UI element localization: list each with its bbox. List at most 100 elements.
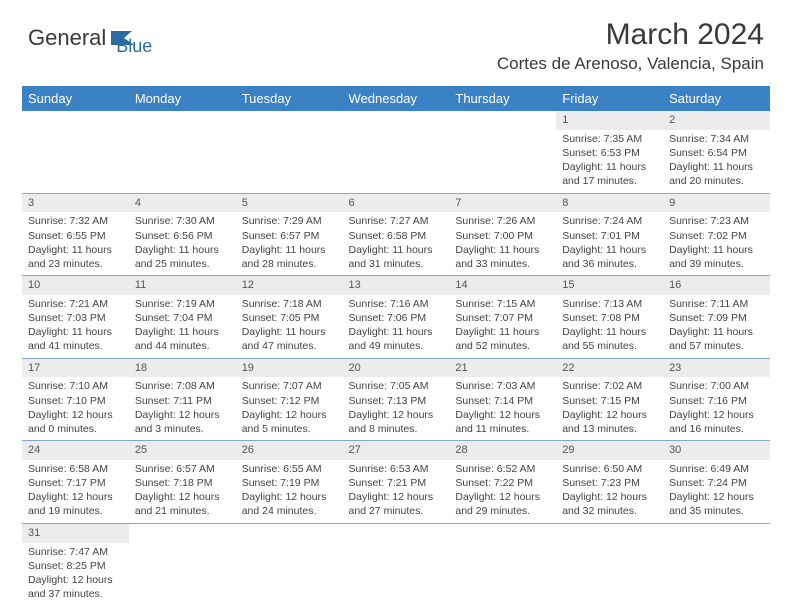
cell-line: Daylight: 11 hours xyxy=(349,325,444,339)
cell-content: Sunrise: 7:27 AMSunset: 6:58 PMDaylight:… xyxy=(343,212,450,275)
cell-line: Sunset: 6:54 PM xyxy=(669,146,764,160)
cell-line: and 13 minutes. xyxy=(562,422,657,436)
cell-line: Sunset: 7:23 PM xyxy=(562,476,657,490)
cell-line: Sunrise: 7:03 AM xyxy=(455,379,550,393)
cell-content: Sunrise: 7:34 AMSunset: 6:54 PMDaylight:… xyxy=(663,130,770,193)
cell-line: Daylight: 12 hours xyxy=(28,573,123,587)
cell-content: Sunrise: 7:13 AMSunset: 7:08 PMDaylight:… xyxy=(556,295,663,358)
cell-line: Sunrise: 7:35 AM xyxy=(562,132,657,146)
cell-line: Daylight: 12 hours xyxy=(455,490,550,504)
calendar-cell: 6Sunrise: 7:27 AMSunset: 6:58 PMDaylight… xyxy=(343,193,450,276)
cell-line: Daylight: 12 hours xyxy=(28,408,123,422)
cell-content: Sunrise: 6:50 AMSunset: 7:23 PMDaylight:… xyxy=(556,460,663,523)
day-number: 25 xyxy=(129,441,236,460)
day-number: 5 xyxy=(236,194,343,213)
cell-line: Sunset: 7:09 PM xyxy=(669,311,764,325)
day-number: 18 xyxy=(129,359,236,378)
cell-line: and 19 minutes. xyxy=(28,504,123,518)
cell-content: Sunrise: 6:53 AMSunset: 7:21 PMDaylight:… xyxy=(343,460,450,523)
day-number: 31 xyxy=(22,524,129,543)
cell-line: Daylight: 11 hours xyxy=(669,243,764,257)
calendar-cell xyxy=(22,111,129,193)
cell-content: Sunrise: 7:11 AMSunset: 7:09 PMDaylight:… xyxy=(663,295,770,358)
cell-line: and 17 minutes. xyxy=(562,174,657,188)
day-number: 29 xyxy=(556,441,663,460)
calendar-cell: 15Sunrise: 7:13 AMSunset: 7:08 PMDayligh… xyxy=(556,276,663,359)
cell-content: Sunrise: 7:15 AMSunset: 7:07 PMDaylight:… xyxy=(449,295,556,358)
day-number: 10 xyxy=(22,276,129,295)
day-number: 11 xyxy=(129,276,236,295)
month-title: March 2024 xyxy=(497,18,764,52)
calendar-cell: 17Sunrise: 7:10 AMSunset: 7:10 PMDayligh… xyxy=(22,358,129,441)
calendar-cell: 27Sunrise: 6:53 AMSunset: 7:21 PMDayligh… xyxy=(343,441,450,524)
day-number: 20 xyxy=(343,359,450,378)
title-block: March 2024 Cortes de Arenoso, Valencia, … xyxy=(497,18,764,74)
calendar-body: 1Sunrise: 7:35 AMSunset: 6:53 PMDaylight… xyxy=(22,111,770,605)
cell-line: Sunrise: 6:55 AM xyxy=(242,462,337,476)
cell-content: Sunrise: 7:07 AMSunset: 7:12 PMDaylight:… xyxy=(236,377,343,440)
cell-content: Sunrise: 7:26 AMSunset: 7:00 PMDaylight:… xyxy=(449,212,556,275)
cell-line: and 29 minutes. xyxy=(455,504,550,518)
calendar-header-row: SundayMondayTuesdayWednesdayThursdayFrid… xyxy=(22,86,770,111)
cell-line: Sunrise: 7:19 AM xyxy=(135,297,230,311)
brand-part2: Blue xyxy=(116,36,152,57)
day-number: 1 xyxy=(556,111,663,130)
calendar-cell: 14Sunrise: 7:15 AMSunset: 7:07 PMDayligh… xyxy=(449,276,556,359)
day-number: 27 xyxy=(343,441,450,460)
cell-line: and 21 minutes. xyxy=(135,504,230,518)
day-number: 3 xyxy=(22,194,129,213)
cell-line: Sunset: 7:21 PM xyxy=(349,476,444,490)
cell-content: Sunrise: 7:00 AMSunset: 7:16 PMDaylight:… xyxy=(663,377,770,440)
cell-line: and 33 minutes. xyxy=(455,257,550,271)
calendar-cell: 22Sunrise: 7:02 AMSunset: 7:15 PMDayligh… xyxy=(556,358,663,441)
calendar-cell: 11Sunrise: 7:19 AMSunset: 7:04 PMDayligh… xyxy=(129,276,236,359)
cell-line: Sunset: 7:02 PM xyxy=(669,229,764,243)
cell-line: Daylight: 12 hours xyxy=(562,490,657,504)
calendar-cell xyxy=(343,523,450,605)
cell-line: Sunrise: 7:11 AM xyxy=(669,297,764,311)
cell-line: Sunrise: 7:08 AM xyxy=(135,379,230,393)
cell-line: and 44 minutes. xyxy=(135,339,230,353)
calendar-cell xyxy=(129,523,236,605)
day-number: 16 xyxy=(663,276,770,295)
calendar-cell: 28Sunrise: 6:52 AMSunset: 7:22 PMDayligh… xyxy=(449,441,556,524)
cell-content: Sunrise: 7:16 AMSunset: 7:06 PMDaylight:… xyxy=(343,295,450,358)
cell-line: and 41 minutes. xyxy=(28,339,123,353)
calendar-cell: 2Sunrise: 7:34 AMSunset: 6:54 PMDaylight… xyxy=(663,111,770,193)
cell-line: Sunrise: 6:57 AM xyxy=(135,462,230,476)
cell-line: and 36 minutes. xyxy=(562,257,657,271)
day-number: 14 xyxy=(449,276,556,295)
calendar-cell: 12Sunrise: 7:18 AMSunset: 7:05 PMDayligh… xyxy=(236,276,343,359)
day-header: Saturday xyxy=(663,86,770,111)
calendar-cell: 16Sunrise: 7:11 AMSunset: 7:09 PMDayligh… xyxy=(663,276,770,359)
day-number: 24 xyxy=(22,441,129,460)
day-number: 21 xyxy=(449,359,556,378)
cell-line: and 3 minutes. xyxy=(135,422,230,436)
cell-line: Daylight: 11 hours xyxy=(135,243,230,257)
cell-line: Sunset: 7:24 PM xyxy=(669,476,764,490)
day-number: 8 xyxy=(556,194,663,213)
day-number: 17 xyxy=(22,359,129,378)
cell-content: Sunrise: 6:58 AMSunset: 7:17 PMDaylight:… xyxy=(22,460,129,523)
cell-line: Daylight: 11 hours xyxy=(669,325,764,339)
cell-line: Daylight: 12 hours xyxy=(28,490,123,504)
cell-line: Sunrise: 6:49 AM xyxy=(669,462,764,476)
cell-line: Daylight: 12 hours xyxy=(135,408,230,422)
cell-line: Sunrise: 7:05 AM xyxy=(349,379,444,393)
cell-line: Daylight: 12 hours xyxy=(242,408,337,422)
cell-content: Sunrise: 7:32 AMSunset: 6:55 PMDaylight:… xyxy=(22,212,129,275)
day-number: 30 xyxy=(663,441,770,460)
calendar-cell: 7Sunrise: 7:26 AMSunset: 7:00 PMDaylight… xyxy=(449,193,556,276)
cell-line: Sunrise: 6:50 AM xyxy=(562,462,657,476)
cell-content: Sunrise: 7:29 AMSunset: 6:57 PMDaylight:… xyxy=(236,212,343,275)
day-number: 6 xyxy=(343,194,450,213)
calendar-week-row: 24Sunrise: 6:58 AMSunset: 7:17 PMDayligh… xyxy=(22,441,770,524)
cell-line: Sunrise: 7:32 AM xyxy=(28,214,123,228)
day-number: 26 xyxy=(236,441,343,460)
cell-line: Sunset: 7:19 PM xyxy=(242,476,337,490)
cell-line: Sunset: 7:00 PM xyxy=(455,229,550,243)
calendar-cell: 21Sunrise: 7:03 AMSunset: 7:14 PMDayligh… xyxy=(449,358,556,441)
day-header: Thursday xyxy=(449,86,556,111)
calendar-cell: 1Sunrise: 7:35 AMSunset: 6:53 PMDaylight… xyxy=(556,111,663,193)
cell-content: Sunrise: 6:52 AMSunset: 7:22 PMDaylight:… xyxy=(449,460,556,523)
